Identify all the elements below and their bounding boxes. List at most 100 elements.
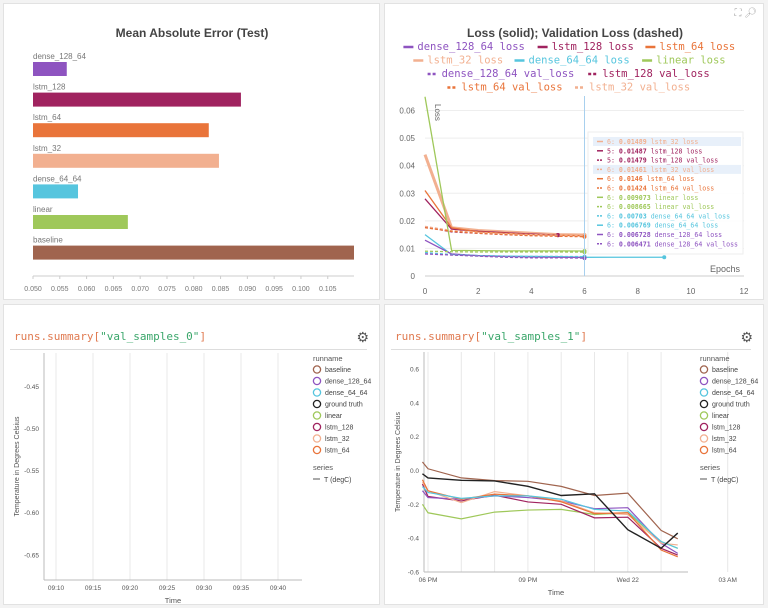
legend-item: lstm_64 <box>325 448 350 455</box>
legend-item: lstm_32 val_loss <box>589 82 690 94</box>
y-tick-label: -0.55 <box>24 468 39 475</box>
y-tick-label: -0.60 <box>24 510 39 517</box>
bar-baseline <box>33 245 354 260</box>
legend-marker-ground-truth <box>699 399 709 409</box>
title-prefix: runs.summary[ <box>14 330 101 343</box>
x-tick-label: 0.085 <box>212 286 230 293</box>
bar-lstm_64 <box>33 123 209 138</box>
x-tick-label: 0.095 <box>265 286 283 293</box>
val-samples-1-chart: 0.6 0.4 0.2 0.0 -0.2 -0.4 -0.6 Time Temperature … <box>395 352 758 597</box>
tooltip-label: dense_64_64 loss <box>655 222 719 230</box>
series-line-dense_128_64-val_loss <box>424 253 585 259</box>
legend-marker-lstm_64 <box>699 445 709 455</box>
x-tick-label: 0.060 <box>78 286 96 293</box>
title-key: "val_samples_0" <box>100 330 200 343</box>
x-tick-label: 4 <box>529 287 534 296</box>
legend-item: dense_128_64 val_loss <box>442 68 575 80</box>
legend-marker-baseline <box>312 365 322 374</box>
tooltip-step: 6: <box>607 212 619 220</box>
val-samples-0-chart: -0.45 -0.50 -0.55 -0.60 -0.65 Time Temperature… <box>14 353 371 605</box>
legend-item: baseline <box>325 367 351 374</box>
series-line-baseline <box>421 461 679 540</box>
x-tick-label: 09 PM <box>519 577 538 584</box>
tooltip-value: 0.01424 <box>619 185 651 193</box>
tooltip-row: 5: 0.01487 lstm_128 loss <box>607 147 702 155</box>
y-tick-label: -0.2 <box>408 502 420 509</box>
x-tick-label: 0.050 <box>24 286 42 293</box>
y-tick-label: 0.02 <box>399 217 415 226</box>
tooltip-value: 0.01461 <box>619 166 651 174</box>
x-tick-label: 0.100 <box>292 286 310 293</box>
legend-series-item: T (degC) <box>711 477 739 484</box>
title-suffix: ] <box>580 330 588 343</box>
x-tick-label: 10 <box>686 287 695 296</box>
y-axis-label: Temperature in Degrees Celsius <box>14 416 21 516</box>
y-tick-label: -0.4 <box>408 536 420 543</box>
tooltip-value: 0.009073 <box>619 194 655 202</box>
gear-icon[interactable]: ⚙ <box>356 329 369 345</box>
legend-item: lstm_32 loss <box>427 55 503 67</box>
loss-chart-panel: Loss (solid); Validation Loss (dashed) de… <box>384 3 764 300</box>
legend-title: runname <box>313 354 343 363</box>
legend-series-title: series <box>313 463 333 472</box>
legend-series-title: series <box>700 463 720 472</box>
x-tick-label: 09:15 <box>85 585 102 592</box>
divider <box>10 349 367 350</box>
y-tick-label: 0.01 <box>399 244 415 253</box>
y-tick-label: -0.50 <box>24 426 39 433</box>
gear-icon[interactable]: ⚙ <box>740 329 753 345</box>
tooltip-label: lstm_32 val_loss <box>651 166 715 174</box>
x-axis-label: Time <box>165 596 181 605</box>
legend-item: ground truth <box>325 402 363 409</box>
x-tick-label: 03 AM <box>718 577 736 584</box>
legend-marker-dense_128_64 <box>312 376 322 386</box>
mae-bar-chart-panel: Mean Absolute Error (Test) dense_128_64 ls… <box>3 3 380 300</box>
y-tick-label: 0.6 <box>410 366 419 373</box>
legend-item: dense_128_64 loss <box>417 41 524 53</box>
y-tick-label: 0.06 <box>399 107 415 116</box>
tooltip-step: 6: <box>607 175 619 183</box>
tooltip-row: 6: 0.006728 dense_128_64 loss <box>607 231 722 239</box>
tooltip-value: 0.01489 <box>619 138 651 146</box>
tooltip-step: 6: <box>607 166 619 174</box>
tooltip-label: linear val_loss <box>655 203 715 211</box>
x-tick-label: 0.090 <box>239 286 257 293</box>
x-tick-label: 2 <box>476 287 481 296</box>
tooltip-step: 6: <box>607 231 619 239</box>
tooltip-value: 0.006769 <box>619 222 655 230</box>
x-tick-label: 06 PM <box>419 577 438 584</box>
tooltip-row: 6: 0.01489 lstm_32 loss <box>607 138 698 146</box>
series-line-linear-val_loss <box>424 250 585 253</box>
x-axis-label: Time <box>548 588 564 597</box>
legend-item: lstm_64 loss <box>659 41 735 53</box>
legend-marker-dense_64_64 <box>312 388 322 397</box>
tooltip-row: 6: 0.006471 dense_128_64 val_loss <box>607 240 738 248</box>
y-tick-label: -0.45 <box>24 384 39 391</box>
legend-marker-linear <box>699 411 709 420</box>
loss-line-chart: Loss (solid); Validation Loss (dashed)de… <box>399 26 749 296</box>
legend-item: lstm_64 <box>712 448 737 455</box>
bar-dense_64_64 <box>33 184 79 199</box>
series-end-point <box>662 255 667 260</box>
legend-marker-ground-truth <box>312 399 322 409</box>
x-tick-label: 09:40 <box>270 585 287 592</box>
x-tick-label: 0.080 <box>185 286 203 293</box>
series-line-linear-loss <box>424 96 585 252</box>
tooltip-label: lstm_64 loss <box>647 175 695 183</box>
series-line-lstm_64-loss <box>424 190 585 237</box>
tooltip-label: lstm_128 loss <box>651 147 703 155</box>
series-line-lstm_64-val_loss <box>424 227 585 238</box>
bar-label: baseline <box>33 236 63 245</box>
tooltip-label: dense_128_64 loss <box>655 231 723 239</box>
title-suffix: ] <box>199 330 207 343</box>
x-axis-label: Epochs <box>710 264 741 274</box>
tooltip-value: 0.01487 <box>619 147 651 155</box>
tooltip-highlight <box>593 164 741 174</box>
series-line-dense_64_64 <box>422 486 678 549</box>
y-tick-label: 0.03 <box>399 189 415 198</box>
y-tick-label: 0.4 <box>410 400 419 407</box>
fullscreen-icon[interactable]: ⛶ <box>734 8 742 19</box>
x-tick-label: Wed 22 <box>617 577 640 584</box>
search-icon[interactable]: 🔎︎ <box>744 8 757 19</box>
val-samples-0-panel: runs.summary["val_samples_0"] ⚙ -0.45 -0.… <box>3 304 380 605</box>
